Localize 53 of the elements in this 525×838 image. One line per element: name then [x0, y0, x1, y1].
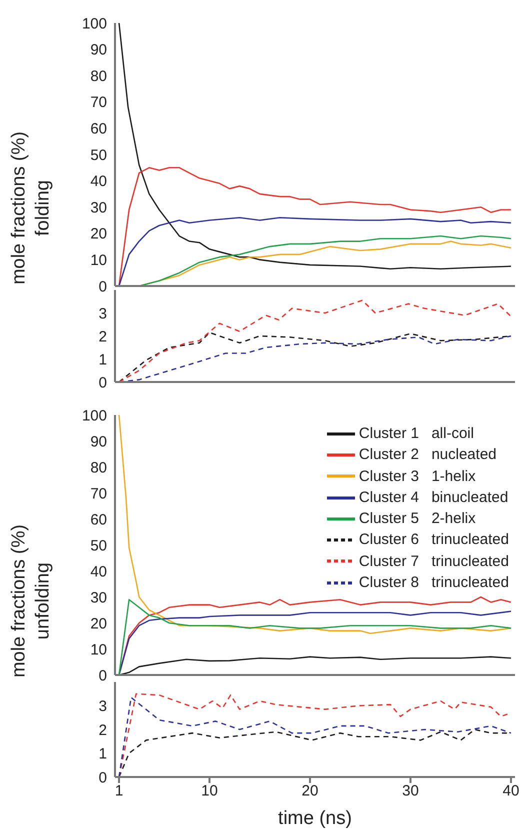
y-tick-label: 100: [82, 15, 107, 32]
y-tick-label: 0: [98, 278, 107, 296]
y-tick-label: 40: [90, 173, 107, 190]
y-tick-label: 100: [82, 407, 107, 424]
x-tick-label: 20: [302, 782, 318, 800]
y-axis-title: mole fractions (%) unfolding: [8, 524, 55, 678]
y-tick-label: 10: [90, 641, 107, 658]
line-series: [118, 23, 512, 270]
y-tick-label: 2: [98, 722, 107, 739]
text: Cluster 6 trinucleated: [358, 531, 509, 548]
y-tick-label: 80: [90, 68, 107, 85]
y-tick-label: 30: [90, 199, 107, 216]
y-tick-label: 0: [98, 769, 107, 786]
line-series: [118, 300, 512, 382]
legend-label: Cluster 2 nucleated: [358, 445, 496, 466]
text: Cluster 7 trinucleated: [358, 552, 509, 570]
legend-label: Cluster 4 binucleated: [358, 488, 508, 508]
y-tick-label: 50: [90, 146, 107, 164]
y-tick-label: 3: [98, 305, 107, 322]
y-tick-label: 90: [90, 433, 107, 450]
y-tick-label: 3: [98, 698, 107, 716]
y-tick-label: 90: [90, 42, 107, 59]
y-tick-label: 80: [90, 459, 107, 476]
text: Cluster 8 trinucleated: [358, 574, 509, 592]
y-tick-label: 10: [90, 252, 107, 270]
y-tick-label: 30: [90, 589, 107, 606]
y-tick-label: 60: [90, 120, 107, 138]
x-tick-label: 10: [201, 782, 218, 800]
x-tick-label: 40: [502, 782, 520, 800]
y-tick-label: 70: [90, 94, 107, 112]
y-tick-label: 2: [98, 328, 107, 346]
y-tick-label: 0: [98, 667, 107, 684]
line-series: [118, 656, 512, 675]
y-axis-title: mole fractions (%) folding: [8, 130, 55, 284]
x-tick-label: 1: [114, 782, 124, 800]
x-tick-label: 30: [402, 782, 419, 800]
y-tick-label: 1: [98, 351, 107, 368]
y-tick-label: 20: [90, 615, 107, 632]
legend-label: Cluster 3 1-helix: [358, 466, 476, 487]
line-series: [118, 167, 512, 286]
legend-label: Cluster 1 all-coil: [358, 424, 474, 444]
line-series: [118, 415, 512, 634]
y-tick-label: 20: [90, 226, 107, 243]
y-tick-label: 50: [90, 537, 107, 554]
legend-label: Cluster 5 2-helix: [358, 509, 476, 530]
y-tick-label: 0: [98, 374, 107, 392]
line-series: [118, 216, 512, 286]
y-tick-label: 60: [90, 511, 107, 528]
line-series: [118, 610, 512, 675]
y-tick-label: 1: [98, 746, 107, 763]
y-tick-label: 40: [90, 563, 107, 580]
x-axis-title: time (ns): [278, 808, 352, 829]
y-tick-label: 70: [90, 485, 107, 502]
